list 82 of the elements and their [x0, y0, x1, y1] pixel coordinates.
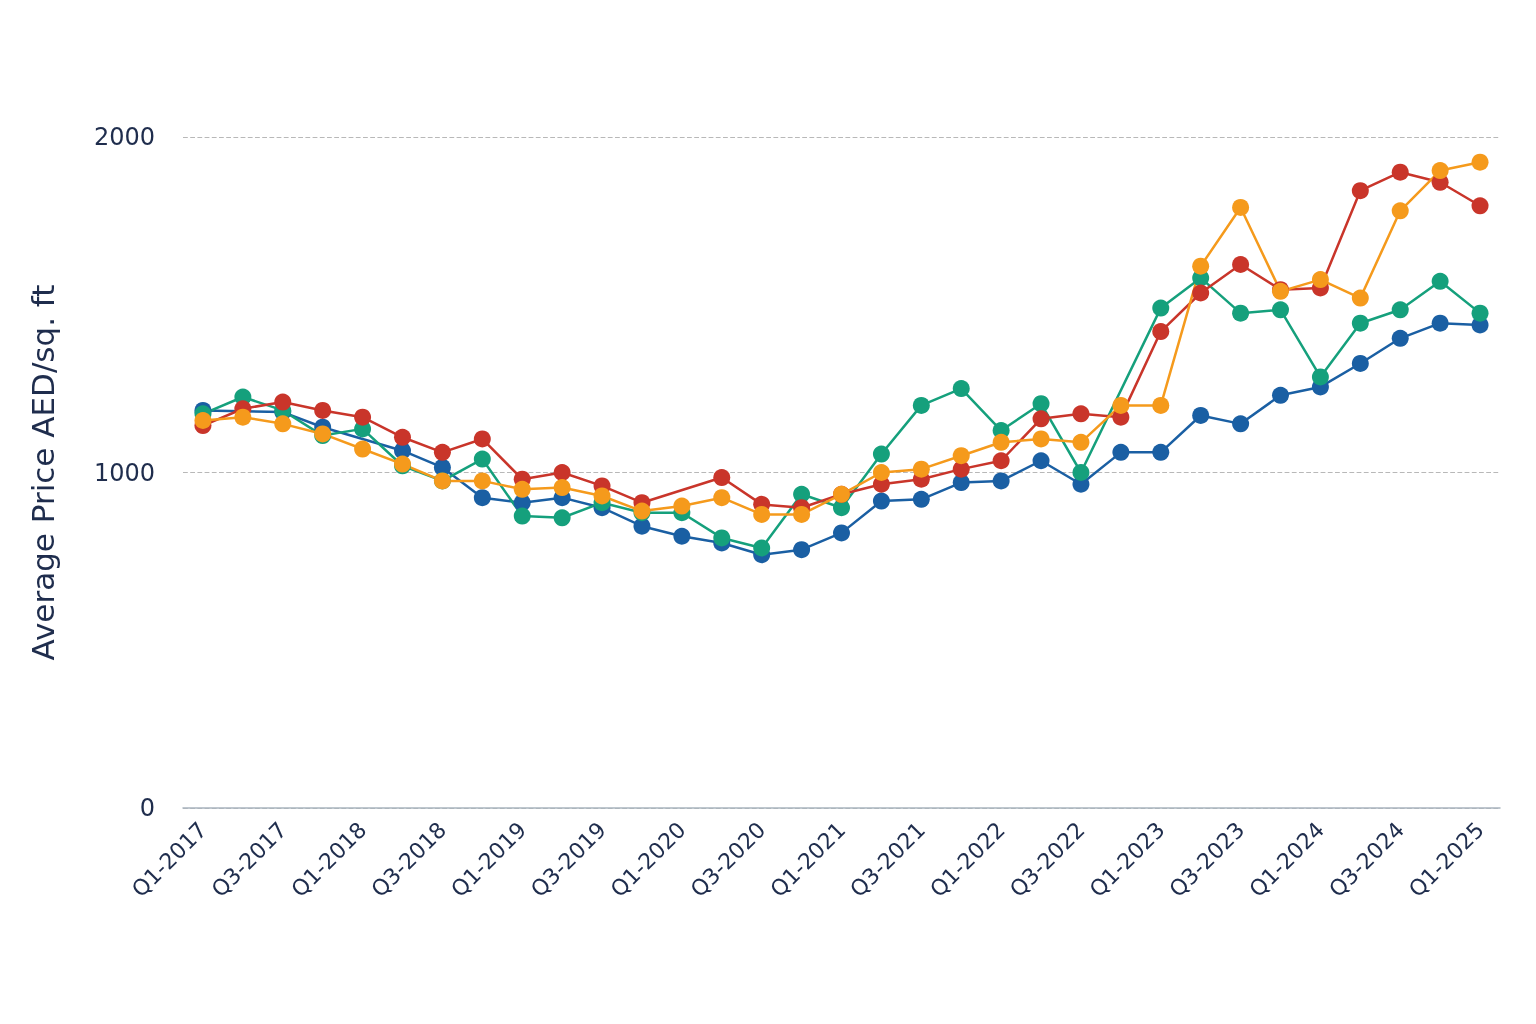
- point: [1192, 406, 1210, 424]
- point: [1431, 272, 1449, 290]
- point: [1112, 443, 1130, 461]
- point: [1152, 299, 1170, 317]
- y-tick-label: 0: [139, 794, 155, 822]
- point: [952, 447, 970, 465]
- point: [912, 490, 930, 508]
- point: [793, 505, 811, 523]
- point: [274, 415, 292, 433]
- point: [473, 472, 491, 490]
- point: [1152, 443, 1170, 461]
- point: [593, 487, 611, 505]
- point: [1072, 464, 1090, 481]
- point: [1351, 354, 1369, 372]
- point: [1192, 257, 1210, 275]
- point: [513, 507, 531, 525]
- point: [753, 539, 771, 557]
- point: [1032, 430, 1050, 448]
- point: [1391, 163, 1409, 181]
- point: [912, 460, 930, 478]
- point: [713, 469, 731, 487]
- point: [992, 452, 1010, 470]
- point: [1152, 323, 1170, 341]
- point: [1232, 415, 1250, 433]
- point: [1232, 255, 1250, 273]
- point: [553, 464, 571, 481]
- point: [1391, 202, 1409, 220]
- point: [793, 541, 811, 559]
- y-axis-title: Average Price AED/sq. ft: [24, 284, 61, 661]
- point: [274, 393, 292, 411]
- point: [1391, 301, 1409, 319]
- point: [354, 440, 372, 458]
- point: [1232, 304, 1250, 322]
- point: [473, 430, 491, 448]
- point: [513, 480, 531, 498]
- point: [1192, 284, 1210, 302]
- point: [1032, 395, 1050, 413]
- point: [394, 428, 411, 446]
- point: [1351, 314, 1369, 332]
- point: [1471, 153, 1489, 171]
- point: [1152, 396, 1170, 414]
- point: [1032, 452, 1050, 470]
- point: [872, 445, 890, 463]
- point: [473, 489, 491, 507]
- point: [1232, 198, 1250, 216]
- point: [1311, 271, 1329, 289]
- point: [234, 408, 252, 426]
- point: [1471, 197, 1489, 215]
- point: [992, 472, 1010, 490]
- point: [1072, 405, 1090, 423]
- point: [1072, 433, 1090, 451]
- point: [473, 450, 491, 468]
- point: [992, 433, 1010, 451]
- y-tick-label: 2000: [93, 123, 155, 151]
- point: [1431, 162, 1449, 180]
- point: [713, 529, 731, 547]
- point: [673, 527, 691, 545]
- point: [952, 380, 970, 398]
- point: [194, 412, 212, 429]
- point: [433, 443, 451, 461]
- point: [753, 505, 771, 523]
- point: [673, 497, 691, 515]
- point: [1272, 386, 1289, 404]
- point: [1032, 410, 1050, 428]
- point: [1112, 396, 1130, 414]
- point: [713, 489, 731, 507]
- point: [354, 408, 372, 426]
- point: [553, 479, 571, 497]
- point: [912, 396, 930, 414]
- point: [1431, 314, 1449, 332]
- point: [1311, 368, 1329, 386]
- point: [1351, 289, 1369, 307]
- point: [553, 509, 571, 527]
- point: [1391, 329, 1409, 347]
- y-tick-label: 1000: [93, 458, 155, 487]
- point: [1471, 304, 1489, 322]
- point: [314, 401, 332, 419]
- point: [833, 524, 850, 542]
- point: [872, 492, 890, 510]
- point: [872, 464, 890, 481]
- point: [1272, 301, 1289, 319]
- point: [1351, 182, 1369, 200]
